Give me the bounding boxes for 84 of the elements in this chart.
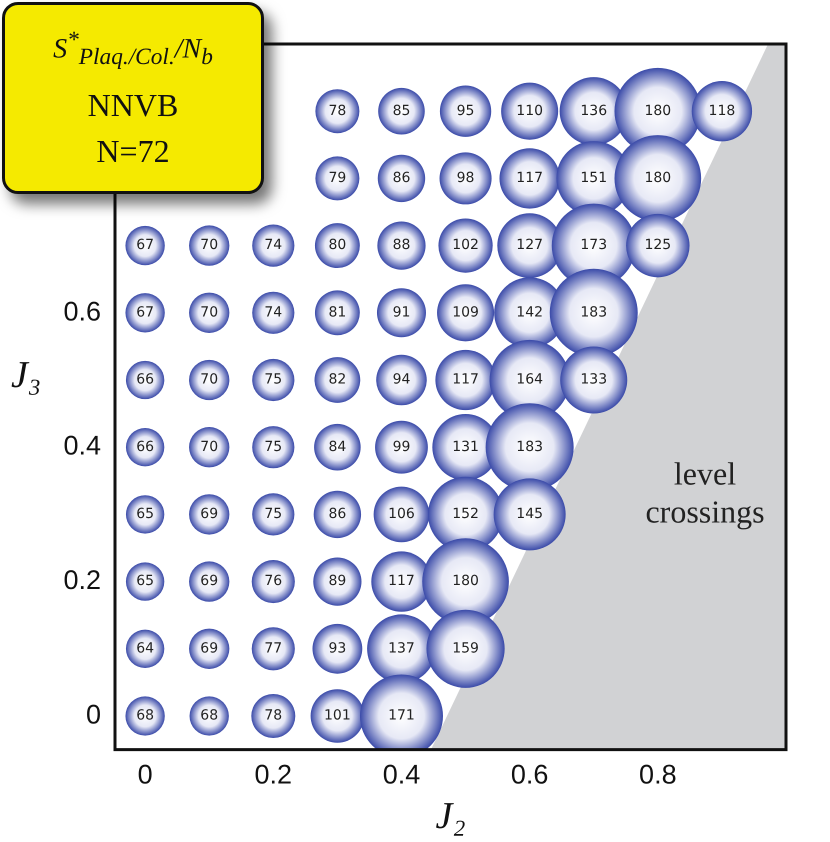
annotation: 171 [388,708,415,724]
annotation: 183 [516,438,544,455]
annotation: 74 [264,304,282,320]
annotation: 127 [516,237,544,254]
annotation: 76 [264,573,282,590]
annotation: 98 [456,170,474,186]
annotation: 86 [328,506,346,522]
annotation: 70 [200,372,218,388]
x-axis-title: J₂ [435,794,466,837]
annotation: 118 [708,102,736,119]
annotation: 125 [644,237,672,254]
annotation: 78 [328,102,346,119]
annotation: 64 [136,640,154,656]
annotation: 180 [452,573,479,590]
annotation: 152 [452,506,479,522]
annotation: 137 [388,640,415,656]
annotation: 109 [452,304,479,320]
y-axis-title: J₃ [10,354,42,396]
annotation: 86 [392,170,410,186]
annotation: 65 [136,573,154,590]
annotation: 180 [644,170,672,186]
annotation: N=72 [95,132,171,171]
annotation: 117 [388,573,415,590]
annotation: 78 [264,708,282,724]
y-tick-label: 0.2 [63,565,101,596]
annotation: 65 [136,506,154,522]
annotation: 164 [516,372,544,388]
annotation: 151 [580,170,608,186]
annotation: 173 [580,237,608,254]
annotation: 85 [392,102,410,119]
annotation: 68 [136,708,154,724]
annotation: 70 [200,438,218,455]
annotation: 84 [328,438,346,455]
x-tick-label: 0.8 [639,759,677,790]
annotation: 159 [452,640,479,656]
annotation: 131 [452,438,479,455]
annotation: 102 [452,237,479,254]
annotation: 75 [264,372,282,388]
annotation: 74 [264,237,282,254]
annotation: 70 [200,304,218,320]
annotation: 69 [200,640,218,656]
annotation: 88 [392,237,410,254]
annotation: 145 [516,506,544,522]
annotation: 183 [580,304,608,320]
annotation: 77 [264,640,282,656]
annotation: 101 [324,708,351,724]
annotation: 117 [516,170,544,186]
annotation: 81 [328,304,346,320]
x-tick-label: 0.6 [510,759,548,790]
annotation: 89 [328,573,346,590]
annotation: 69 [200,573,218,590]
annotation: level crossings [645,455,765,530]
annotation: 82 [328,372,346,388]
annotation: 94 [392,372,410,388]
x-tick-label: 0.4 [382,759,420,790]
annotation: 75 [264,438,282,455]
annotation: 93 [328,640,346,656]
annotation: 68 [200,708,218,724]
annotation: 67 [136,237,154,254]
annotation: 117 [452,372,479,388]
annotation: 79 [328,170,346,186]
x-tick-label: 0.2 [254,759,292,790]
x-tick-label: 0 [138,759,153,790]
y-tick-label: 0.6 [63,296,101,326]
annotation: 133 [580,372,608,388]
annotation: 110 [516,102,544,119]
annotation: 95 [456,102,474,119]
annotation: 69 [200,506,218,522]
annotation: 99 [392,438,410,455]
annotation: NNVB [86,86,180,125]
chart-title: S$^{*}$$_{Plaq./Col.}$/N$_{b}$ [52,26,214,72]
annotation: 106 [388,506,415,522]
annotation: 70 [200,237,218,254]
y-tick-label: 0 [86,699,101,730]
annotation: 66 [136,438,154,455]
annotation: 136 [580,102,608,119]
annotation: 66 [136,372,154,388]
annotation: 91 [392,304,410,320]
annotation: 142 [516,304,544,320]
annotation: 180 [644,102,672,119]
annotation: 67 [136,304,154,320]
annotation: 75 [264,506,282,522]
annotation: 80 [328,237,346,254]
y-tick-label: 0.4 [63,430,101,461]
